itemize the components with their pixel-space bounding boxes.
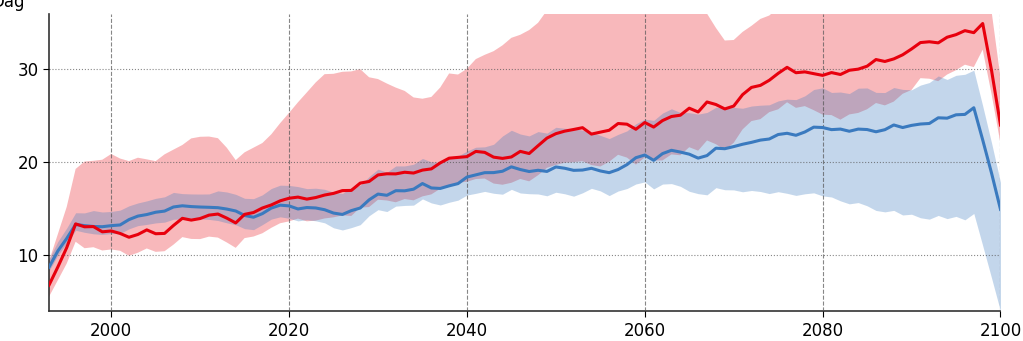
Y-axis label: Dag: Dag [0,0,26,11]
